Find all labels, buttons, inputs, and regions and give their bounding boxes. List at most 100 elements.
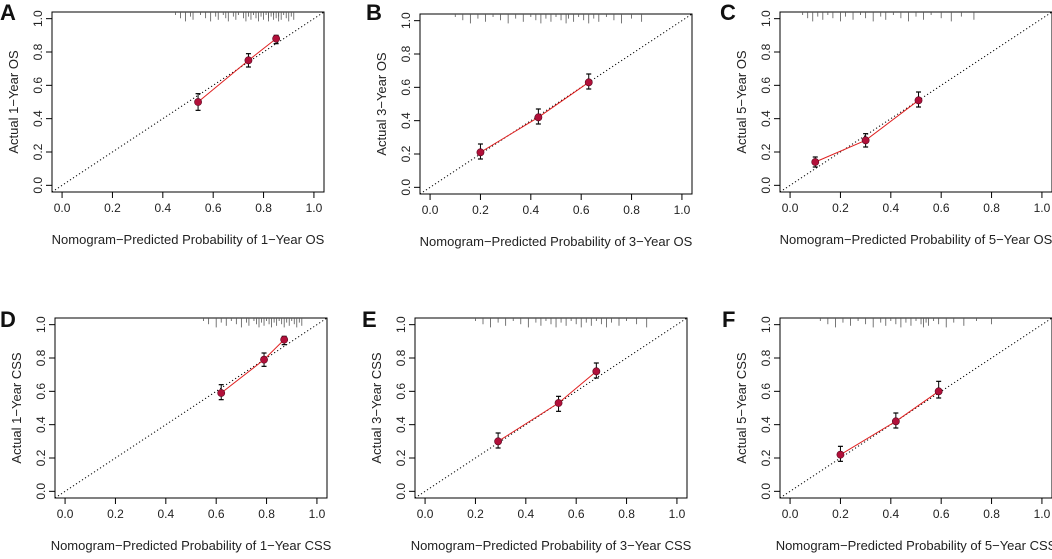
y-tick-label: 0.2	[31, 143, 45, 160]
x-tick-label: 1.0	[674, 203, 691, 217]
x-tick-label: 0.8	[255, 201, 272, 215]
x-tick-label: 0.0	[782, 201, 799, 215]
calibration-line	[497, 370, 597, 442]
y-tick-label: 0.6	[31, 77, 45, 94]
y-axis-title: Actual 1−Year CSS	[9, 352, 24, 464]
x-tick-label: 1.0	[309, 507, 326, 521]
data-point	[260, 355, 268, 364]
x-tick-label: 0.6	[568, 507, 585, 521]
y-axis-title: Actual 5−Year CSS	[734, 352, 749, 464]
data-point	[934, 387, 943, 396]
x-tick-label: 0.4	[154, 201, 171, 215]
y-tick-label: 0.4	[759, 110, 773, 127]
y-tick-label: 0.4	[34, 416, 48, 433]
data-point	[534, 113, 543, 122]
y-tick-label: 0.4	[31, 110, 45, 127]
x-axis-title: Nomogram−Predicted Probability of 1−Year…	[51, 538, 332, 553]
y-tick-label: 0.0	[759, 177, 773, 194]
x-tick-label: 0.2	[832, 201, 849, 215]
ideal-diagonal-line	[419, 13, 693, 195]
plot-frame	[54, 317, 328, 499]
x-tick-label: 0.4	[517, 507, 534, 521]
data-point	[861, 136, 870, 145]
x-tick-label: 0.8	[618, 507, 635, 521]
x-tick-label: 0.4	[522, 203, 539, 217]
y-tick-label: 0.8	[759, 349, 773, 366]
x-tick-label: 1.0	[306, 201, 323, 215]
data-point	[244, 56, 253, 65]
y-tick-label: 0.2	[759, 449, 773, 466]
y-tick-label: 0.2	[759, 143, 773, 160]
panel-letter: D	[0, 307, 16, 332]
y-tick-label: 0.0	[394, 483, 408, 500]
y-tick-label: 1.0	[31, 10, 45, 27]
x-axis-title: Nomogram−Predicted Probability of 3−Year…	[411, 538, 692, 553]
calibration-line	[815, 99, 919, 163]
y-axis-title: Actual 5−Year OS	[734, 50, 749, 154]
data-point	[280, 335, 289, 344]
x-axis-title: Nomogram−Predicted Probability of 5−Year…	[776, 538, 1052, 553]
x-tick-label: 0.6	[573, 203, 590, 217]
x-tick-label: 0.6	[933, 507, 950, 521]
calibration-line	[197, 38, 277, 103]
panel-letter: A	[0, 0, 16, 25]
panel-a: A 0.0 0.2 0.4 0.6 0.8 1.0 0.0 0.2 0.4 0.6 0.8 1.0 No…	[0, 0, 325, 247]
ideal-diagonal-line	[54, 317, 328, 499]
x-tick-label: 0.4	[882, 507, 899, 521]
data-point	[891, 417, 900, 426]
x-axis-title: Nomogram−Predicted Probability of 5−Year…	[780, 232, 1052, 247]
y-tick-label: 0.0	[31, 177, 45, 194]
panel-letter: C	[720, 0, 736, 25]
y-tick-label: 0.6	[759, 77, 773, 94]
x-tick-label: 0.0	[57, 507, 74, 521]
data-point	[592, 367, 601, 376]
x-tick-label: 0.0	[782, 507, 799, 521]
x-tick-label: 0.4	[157, 507, 174, 521]
x-axis-title: Nomogram−Predicted Probability of 1−Year…	[52, 232, 325, 247]
y-tick-label: 0.6	[394, 383, 408, 400]
y-tick-label: 1.0	[759, 10, 773, 27]
ideal-diagonal-line	[51, 11, 325, 193]
y-tick-label: 0.8	[34, 349, 48, 366]
y-tick-label: 0.8	[759, 43, 773, 60]
x-tick-label: 0.0	[422, 203, 439, 217]
y-tick-label: 1.0	[399, 12, 413, 29]
x-tick-label: 0.0	[417, 507, 434, 521]
ideal-diagonal-line	[779, 317, 1052, 499]
data-point	[476, 148, 485, 157]
data-point	[811, 158, 820, 166]
y-tick-label: 0.6	[759, 383, 773, 400]
panel-e: E 0.0 0.2 0.4 0.6 0.8 1.0 0.0 0.2 0.4 0.6 0.8 1.0 No…	[362, 307, 692, 553]
x-tick-label: 0.8	[623, 203, 640, 217]
x-tick-label: 0.2	[472, 203, 489, 217]
data-point	[194, 98, 202, 106]
y-tick-label: 0.2	[399, 145, 413, 162]
x-tick-label: 0.4	[882, 201, 899, 215]
panel-b: B 0.0 0.2 0.4 0.6 0.8 1.0 0.0 0.2 0.4 0.6 0.8 1.0 No…	[366, 0, 693, 249]
panel-d: D 0.0 0.2 0.4 0.6 0.8 1.0 0.0 0.2 0.4 0.6 0.8 1.0 No…	[0, 307, 332, 553]
y-tick-label: 0.6	[34, 383, 48, 400]
x-tick-label: 0.0	[54, 201, 71, 215]
y-tick-label: 0.0	[759, 483, 773, 500]
y-tick-label: 0.0	[399, 179, 413, 196]
x-tick-label: 1.0	[1034, 507, 1051, 521]
y-axis-title: Actual 3−Year CSS	[369, 352, 384, 464]
data-point	[584, 78, 593, 87]
y-tick-label: 0.0	[34, 483, 48, 500]
y-tick-label: 0.4	[399, 112, 413, 129]
panel-letter: E	[362, 307, 377, 332]
y-axis-title: Actual 1−Year OS	[6, 50, 21, 154]
data-point	[836, 450, 845, 459]
y-tick-label: 0.6	[399, 79, 413, 96]
x-tick-label: 0.2	[104, 201, 121, 215]
y-tick-label: 0.2	[34, 449, 48, 466]
data-point	[272, 34, 281, 43]
data-point	[914, 96, 923, 105]
y-tick-label: 0.8	[394, 349, 408, 366]
x-axis-title: Nomogram−Predicted Probability of 3−Year…	[420, 234, 693, 249]
panel-f: F 0.0 0.2 0.4 0.6 0.8 1.0 0.0 0.2 0.4 0.6 0.8 1.0 No…	[722, 307, 1052, 553]
panel-letter: F	[722, 307, 735, 332]
panel-c: C 0.0 0.2 0.4 0.6 0.8 1.0 0.0 0.2 0.4 0.6 0.8 1.0 No…	[720, 0, 1052, 247]
y-tick-label: 0.4	[394, 416, 408, 433]
